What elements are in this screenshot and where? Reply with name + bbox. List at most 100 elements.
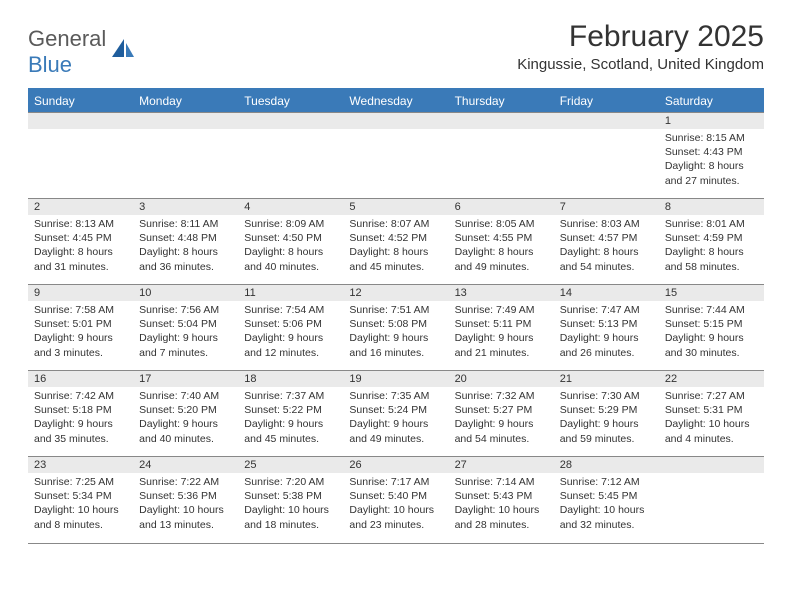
day-number xyxy=(133,113,238,129)
day-details: Sunrise: 8:01 AMSunset: 4:59 PMDaylight:… xyxy=(659,215,764,278)
week-row: 16Sunrise: 7:42 AMSunset: 5:18 PMDayligh… xyxy=(28,371,764,457)
day-details: Sunrise: 7:40 AMSunset: 5:20 PMDaylight:… xyxy=(133,387,238,450)
day-header: Tuesday xyxy=(238,89,343,113)
logo-word1: General xyxy=(28,26,106,51)
day-cell: 27Sunrise: 7:14 AMSunset: 5:43 PMDayligh… xyxy=(449,457,554,543)
day-details: Sunrise: 7:30 AMSunset: 5:29 PMDaylight:… xyxy=(554,387,659,450)
day-number: 6 xyxy=(449,199,554,215)
day-number: 10 xyxy=(133,285,238,301)
day-details: Sunrise: 7:42 AMSunset: 5:18 PMDaylight:… xyxy=(28,387,133,450)
day-cell: 10Sunrise: 7:56 AMSunset: 5:04 PMDayligh… xyxy=(133,285,238,371)
day-header-row: SundayMondayTuesdayWednesdayThursdayFrid… xyxy=(28,89,764,113)
day-details: Sunrise: 7:44 AMSunset: 5:15 PMDaylight:… xyxy=(659,301,764,364)
day-details: Sunrise: 8:15 AMSunset: 4:43 PMDaylight:… xyxy=(659,129,764,192)
calendar-page: General Blue February 2025 Kingussie, Sc… xyxy=(0,0,792,564)
day-number: 3 xyxy=(133,199,238,215)
day-number: 16 xyxy=(28,371,133,387)
day-cell: 20Sunrise: 7:32 AMSunset: 5:27 PMDayligh… xyxy=(449,371,554,457)
day-cell: 4Sunrise: 8:09 AMSunset: 4:50 PMDaylight… xyxy=(238,199,343,285)
day-header: Saturday xyxy=(659,89,764,113)
day-cell: 3Sunrise: 8:11 AMSunset: 4:48 PMDaylight… xyxy=(133,199,238,285)
day-cell: 12Sunrise: 7:51 AMSunset: 5:08 PMDayligh… xyxy=(343,285,448,371)
day-cell: 11Sunrise: 7:54 AMSunset: 5:06 PMDayligh… xyxy=(238,285,343,371)
empty-cell xyxy=(238,113,343,199)
day-details: Sunrise: 7:54 AMSunset: 5:06 PMDaylight:… xyxy=(238,301,343,364)
day-header: Wednesday xyxy=(343,89,448,113)
day-number xyxy=(659,457,764,473)
day-number: 5 xyxy=(343,199,448,215)
day-number: 11 xyxy=(238,285,343,301)
day-details: Sunrise: 7:51 AMSunset: 5:08 PMDaylight:… xyxy=(343,301,448,364)
day-cell: 9Sunrise: 7:58 AMSunset: 5:01 PMDaylight… xyxy=(28,285,133,371)
day-details: Sunrise: 7:27 AMSunset: 5:31 PMDaylight:… xyxy=(659,387,764,450)
day-number: 28 xyxy=(554,457,659,473)
day-number: 8 xyxy=(659,199,764,215)
location: Kingussie, Scotland, United Kingdom xyxy=(517,56,764,73)
day-details: Sunrise: 8:11 AMSunset: 4:48 PMDaylight:… xyxy=(133,215,238,278)
day-cell: 6Sunrise: 8:05 AMSunset: 4:55 PMDaylight… xyxy=(449,199,554,285)
day-number: 12 xyxy=(343,285,448,301)
day-number: 1 xyxy=(659,113,764,129)
day-details: Sunrise: 7:25 AMSunset: 5:34 PMDaylight:… xyxy=(28,473,133,536)
day-number: 26 xyxy=(343,457,448,473)
calendar-table: SundayMondayTuesdayWednesdayThursdayFrid… xyxy=(28,88,764,543)
header: General Blue February 2025 Kingussie, Sc… xyxy=(28,20,764,78)
day-number: 18 xyxy=(238,371,343,387)
day-cell: 25Sunrise: 7:20 AMSunset: 5:38 PMDayligh… xyxy=(238,457,343,543)
sail-icon xyxy=(110,37,136,68)
day-number: 17 xyxy=(133,371,238,387)
day-cell: 1Sunrise: 8:15 AMSunset: 4:43 PMDaylight… xyxy=(659,113,764,199)
day-number: 24 xyxy=(133,457,238,473)
page-title: February 2025 xyxy=(517,20,764,54)
day-number: 23 xyxy=(28,457,133,473)
empty-cell xyxy=(659,457,764,543)
day-details: Sunrise: 8:13 AMSunset: 4:45 PMDaylight:… xyxy=(28,215,133,278)
day-number xyxy=(343,113,448,129)
day-number: 14 xyxy=(554,285,659,301)
title-block: February 2025 Kingussie, Scotland, Unite… xyxy=(517,20,764,73)
day-cell: 16Sunrise: 7:42 AMSunset: 5:18 PMDayligh… xyxy=(28,371,133,457)
day-details: Sunrise: 7:58 AMSunset: 5:01 PMDaylight:… xyxy=(28,301,133,364)
day-number xyxy=(449,113,554,129)
day-cell: 19Sunrise: 7:35 AMSunset: 5:24 PMDayligh… xyxy=(343,371,448,457)
logo: General Blue xyxy=(28,26,136,78)
day-number xyxy=(28,113,133,129)
day-number: 22 xyxy=(659,371,764,387)
empty-cell xyxy=(28,113,133,199)
week-row: 23Sunrise: 7:25 AMSunset: 5:34 PMDayligh… xyxy=(28,457,764,543)
day-header: Friday xyxy=(554,89,659,113)
day-header: Thursday xyxy=(449,89,554,113)
day-number xyxy=(238,113,343,129)
day-details: Sunrise: 8:09 AMSunset: 4:50 PMDaylight:… xyxy=(238,215,343,278)
day-cell: 26Sunrise: 7:17 AMSunset: 5:40 PMDayligh… xyxy=(343,457,448,543)
day-cell: 14Sunrise: 7:47 AMSunset: 5:13 PMDayligh… xyxy=(554,285,659,371)
day-cell: 7Sunrise: 8:03 AMSunset: 4:57 PMDaylight… xyxy=(554,199,659,285)
day-cell: 2Sunrise: 8:13 AMSunset: 4:45 PMDaylight… xyxy=(28,199,133,285)
day-number: 9 xyxy=(28,285,133,301)
empty-cell xyxy=(449,113,554,199)
day-details: Sunrise: 7:49 AMSunset: 5:11 PMDaylight:… xyxy=(449,301,554,364)
week-row: 2Sunrise: 8:13 AMSunset: 4:45 PMDaylight… xyxy=(28,199,764,285)
day-details: Sunrise: 8:03 AMSunset: 4:57 PMDaylight:… xyxy=(554,215,659,278)
day-details: Sunrise: 7:37 AMSunset: 5:22 PMDaylight:… xyxy=(238,387,343,450)
day-details: Sunrise: 8:07 AMSunset: 4:52 PMDaylight:… xyxy=(343,215,448,278)
day-header: Sunday xyxy=(28,89,133,113)
week-row: 9Sunrise: 7:58 AMSunset: 5:01 PMDaylight… xyxy=(28,285,764,371)
day-number: 19 xyxy=(343,371,448,387)
day-details: Sunrise: 7:20 AMSunset: 5:38 PMDaylight:… xyxy=(238,473,343,536)
day-number: 20 xyxy=(449,371,554,387)
day-cell: 17Sunrise: 7:40 AMSunset: 5:20 PMDayligh… xyxy=(133,371,238,457)
day-details: Sunrise: 7:14 AMSunset: 5:43 PMDaylight:… xyxy=(449,473,554,536)
day-cell: 22Sunrise: 7:27 AMSunset: 5:31 PMDayligh… xyxy=(659,371,764,457)
day-cell: 15Sunrise: 7:44 AMSunset: 5:15 PMDayligh… xyxy=(659,285,764,371)
week-row: 1Sunrise: 8:15 AMSunset: 4:43 PMDaylight… xyxy=(28,113,764,199)
day-cell: 23Sunrise: 7:25 AMSunset: 5:34 PMDayligh… xyxy=(28,457,133,543)
day-details: Sunrise: 7:32 AMSunset: 5:27 PMDaylight:… xyxy=(449,387,554,450)
day-details: Sunrise: 7:35 AMSunset: 5:24 PMDaylight:… xyxy=(343,387,448,450)
day-details: Sunrise: 7:56 AMSunset: 5:04 PMDaylight:… xyxy=(133,301,238,364)
day-details: Sunrise: 7:17 AMSunset: 5:40 PMDaylight:… xyxy=(343,473,448,536)
day-details: Sunrise: 8:05 AMSunset: 4:55 PMDaylight:… xyxy=(449,215,554,278)
day-details: Sunrise: 7:12 AMSunset: 5:45 PMDaylight:… xyxy=(554,473,659,536)
day-number xyxy=(554,113,659,129)
day-number: 21 xyxy=(554,371,659,387)
